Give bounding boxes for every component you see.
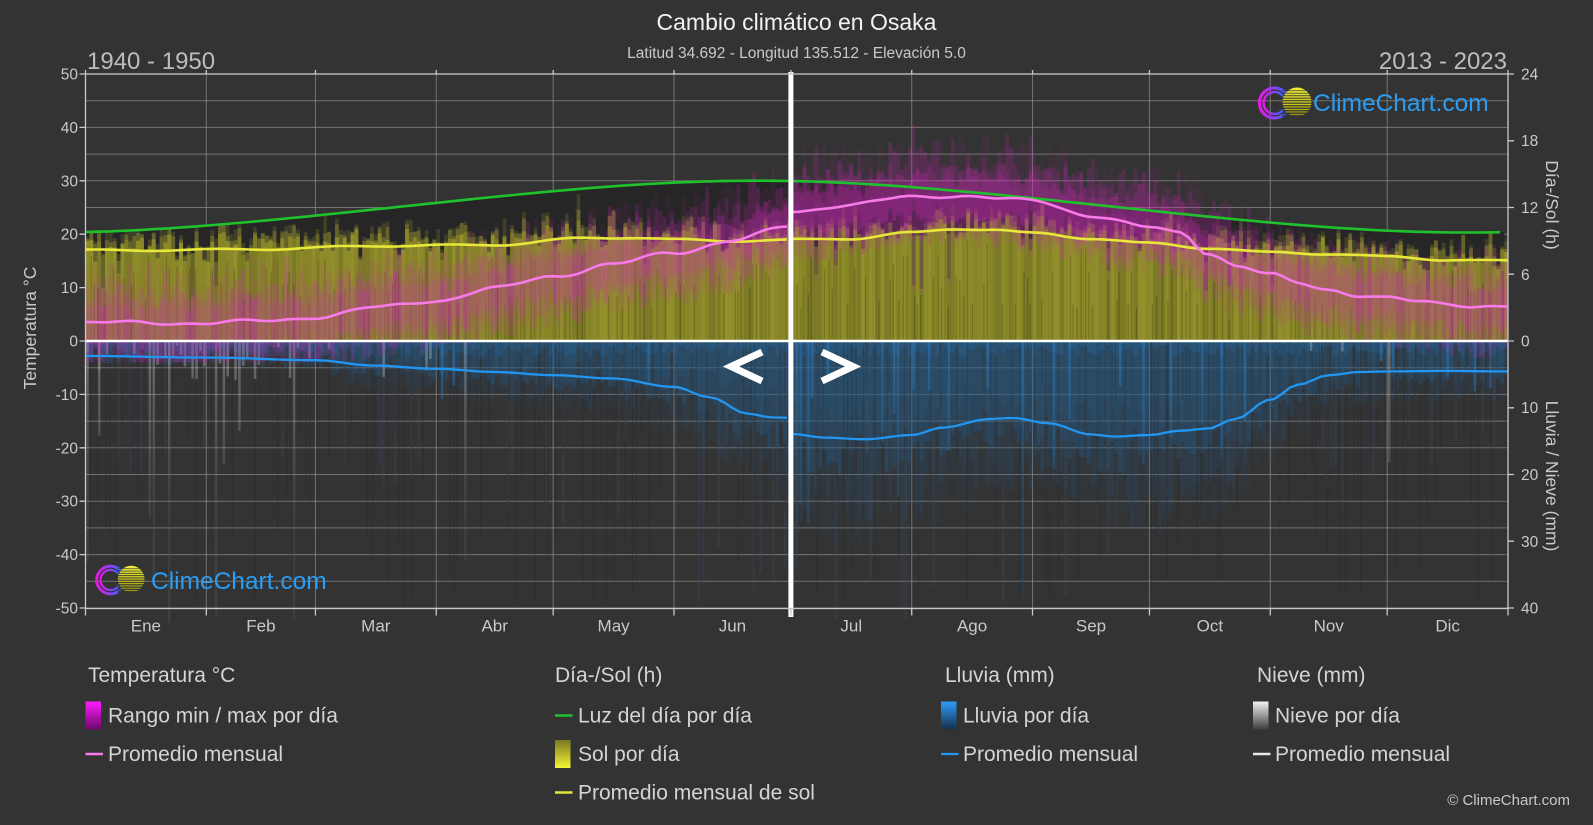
svg-text:© ClimeChart.com: © ClimeChart.com <box>1447 792 1570 809</box>
svg-text:Feb: Feb <box>246 617 275 636</box>
svg-text:Rango min / max por día: Rango min / max por día <box>108 705 338 728</box>
svg-text:30: 30 <box>1521 534 1539 551</box>
svg-text:May: May <box>598 617 631 636</box>
svg-text:20: 20 <box>1521 467 1539 484</box>
svg-text:18: 18 <box>1521 133 1538 150</box>
svg-text:Mar: Mar <box>361 617 391 636</box>
svg-text:24: 24 <box>1521 67 1539 84</box>
svg-text:Nieve (mm): Nieve (mm) <box>1257 664 1366 687</box>
svg-text:Jul: Jul <box>840 617 862 636</box>
svg-text:Cambio climático en Osaka: Cambio climático en Osaka <box>657 9 937 35</box>
svg-text:Lluvia (mm): Lluvia (mm) <box>945 664 1055 687</box>
svg-text:1940 - 1950: 1940 - 1950 <box>87 48 215 75</box>
svg-text:12: 12 <box>1521 200 1538 217</box>
svg-text:ClimeChart.com: ClimeChart.com <box>1313 90 1489 117</box>
svg-text:Promedio mensual: Promedio mensual <box>1275 743 1450 766</box>
svg-text:Promedio mensual de sol: Promedio mensual de sol <box>578 782 815 805</box>
svg-text:6: 6 <box>1521 267 1530 284</box>
svg-text:Ene: Ene <box>131 617 161 636</box>
svg-text:Abr: Abr <box>481 617 508 636</box>
svg-text:-20: -20 <box>56 440 79 457</box>
svg-text:-40: -40 <box>56 547 79 564</box>
svg-text:2013 - 2023: 2013 - 2023 <box>1379 48 1507 75</box>
svg-text:40: 40 <box>61 120 79 137</box>
svg-text:10: 10 <box>61 280 79 297</box>
svg-text:Temperatura °C: Temperatura °C <box>20 267 40 390</box>
svg-text:-30: -30 <box>56 494 79 511</box>
svg-text:50: 50 <box>61 67 79 84</box>
svg-text:Promedio mensual: Promedio mensual <box>963 743 1138 766</box>
svg-text:Sol por día: Sol por día <box>578 743 680 766</box>
svg-text:Promedio mensual: Promedio mensual <box>108 743 283 766</box>
svg-text:Sep: Sep <box>1076 617 1106 636</box>
svg-text:Dic: Dic <box>1435 617 1460 636</box>
svg-text:Nov: Nov <box>1314 617 1345 636</box>
svg-text:Día-/Sol (h): Día-/Sol (h) <box>1542 160 1562 249</box>
svg-text:10: 10 <box>1521 400 1539 417</box>
svg-text:Nieve por día: Nieve por día <box>1275 705 1400 728</box>
svg-text:Ago: Ago <box>957 617 987 636</box>
svg-text:40: 40 <box>1521 601 1539 618</box>
svg-text:ClimeChart.com: ClimeChart.com <box>151 568 327 595</box>
svg-text:Temperatura °C: Temperatura °C <box>88 664 235 687</box>
svg-text:Oct: Oct <box>1197 617 1224 636</box>
svg-text:Latitud 34.692 - Longitud 135.: Latitud 34.692 - Longitud 135.512 - Elev… <box>627 45 966 62</box>
svg-text:-10: -10 <box>56 387 79 404</box>
svg-text:20: 20 <box>61 227 79 244</box>
svg-text:30: 30 <box>61 173 79 190</box>
svg-text:Lluvia / Nieve (mm): Lluvia / Nieve (mm) <box>1542 401 1562 552</box>
svg-text:Luz del día por día: Luz del día por día <box>578 705 752 728</box>
svg-text:0: 0 <box>1521 334 1530 351</box>
svg-text:Jun: Jun <box>719 617 746 636</box>
svg-text:0: 0 <box>69 334 78 351</box>
svg-text:-50: -50 <box>56 601 79 618</box>
svg-text:Lluvia por día: Lluvia por día <box>963 705 1089 728</box>
svg-text:Día-/Sol (h): Día-/Sol (h) <box>555 664 662 687</box>
